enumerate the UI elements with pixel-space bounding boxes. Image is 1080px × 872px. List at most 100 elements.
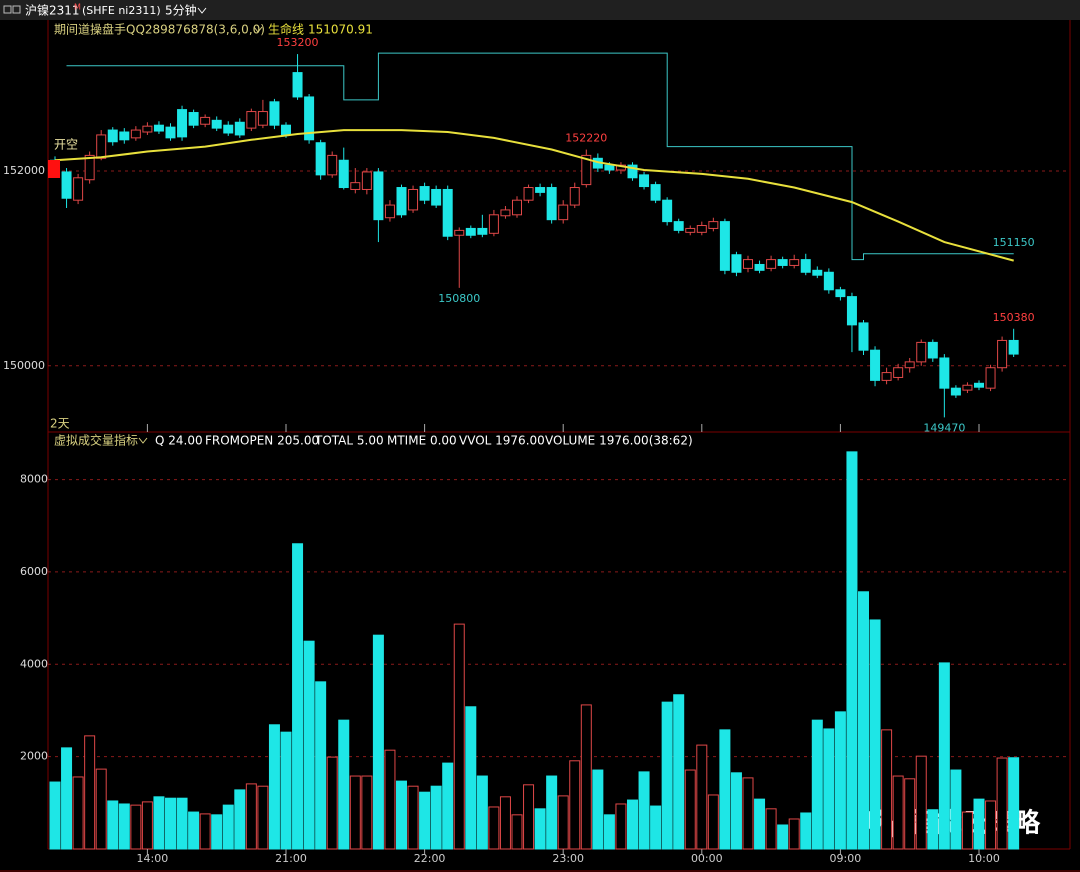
volume-bar bbox=[165, 797, 176, 850]
candle-body bbox=[696, 225, 707, 233]
candle-body bbox=[84, 154, 95, 181]
candle-body bbox=[281, 124, 291, 136]
candle-body bbox=[743, 259, 753, 269]
legend-item: MTIME 0.00 bbox=[387, 434, 457, 448]
volume-bar bbox=[904, 778, 916, 850]
candle-body bbox=[535, 187, 546, 193]
legend-item: VOLUME 1976.00(38:62) bbox=[545, 434, 693, 448]
volume-bar bbox=[719, 729, 731, 850]
period-dropdown[interactable] bbox=[197, 7, 207, 14]
candle-body bbox=[581, 154, 592, 186]
title-bar bbox=[0, 0, 1080, 20]
window-icon[interactable] bbox=[3, 5, 12, 14]
volume-bar bbox=[95, 768, 107, 850]
candle-body bbox=[789, 259, 800, 266]
y-tick-label: 4000 bbox=[20, 657, 48, 670]
volume-bar bbox=[661, 701, 673, 850]
volume-bar bbox=[361, 775, 373, 850]
volume-dropdown[interactable] bbox=[138, 437, 148, 444]
candle-body bbox=[523, 187, 534, 201]
candle-body bbox=[304, 96, 315, 141]
price-annotation: 149470 bbox=[923, 421, 965, 434]
legend-item: TOTAL 5.00 bbox=[314, 434, 384, 448]
candle-body bbox=[107, 129, 118, 143]
period[interactable]: 5分钟 bbox=[165, 3, 197, 18]
price-annotation: 153200 bbox=[277, 36, 319, 49]
candle-body bbox=[800, 259, 811, 273]
volume-bar bbox=[245, 783, 257, 850]
volume-bar bbox=[534, 808, 546, 850]
candle-body bbox=[997, 339, 1008, 369]
volume-bar bbox=[696, 744, 708, 850]
candle-body bbox=[893, 367, 904, 378]
indicator-dropdown[interactable] bbox=[253, 26, 263, 33]
candle-body bbox=[119, 131, 130, 141]
candle-body bbox=[327, 154, 338, 176]
volume-bar bbox=[222, 804, 234, 850]
legend-item: Q 24.00 bbox=[155, 434, 203, 448]
candle-body bbox=[558, 204, 569, 221]
y-tick-label: 152000 bbox=[3, 164, 45, 177]
price-annotation: 152220 bbox=[565, 132, 607, 145]
volume-bar bbox=[627, 799, 638, 850]
candle-body bbox=[477, 227, 488, 235]
volume-bar bbox=[130, 804, 142, 850]
volume-bar bbox=[442, 762, 454, 850]
candle-body bbox=[338, 159, 349, 189]
volume-bar bbox=[61, 747, 73, 850]
candle-body bbox=[292, 72, 303, 98]
volume-bar bbox=[315, 681, 327, 850]
candle-body bbox=[881, 372, 892, 381]
candle-body bbox=[685, 227, 696, 233]
candle-body bbox=[373, 171, 384, 221]
volume-bar bbox=[615, 803, 627, 850]
candle-body bbox=[662, 199, 673, 223]
candle-body bbox=[546, 187, 557, 221]
candle-body bbox=[350, 182, 361, 190]
legend-item: VVOL 1976.00 bbox=[459, 434, 545, 448]
candle-body bbox=[500, 209, 511, 217]
volume-bar bbox=[892, 775, 904, 850]
volume-bar bbox=[430, 785, 442, 850]
volume-bar bbox=[684, 769, 696, 850]
volume-bar bbox=[511, 814, 523, 850]
volume-bar bbox=[476, 775, 488, 850]
candle-body bbox=[974, 382, 984, 388]
candle-body bbox=[188, 112, 199, 126]
candle-body bbox=[165, 126, 176, 139]
candle-body bbox=[962, 384, 973, 391]
volume-bar bbox=[834, 711, 846, 850]
volume-bar bbox=[777, 824, 789, 850]
volume-bar bbox=[580, 704, 592, 850]
volume-bar bbox=[72, 776, 84, 850]
candle-body bbox=[719, 221, 730, 271]
candle-body bbox=[673, 221, 684, 231]
candle-body bbox=[384, 204, 395, 219]
x-tick-label: 23:00 bbox=[552, 852, 584, 865]
volume-bar bbox=[730, 772, 742, 850]
x-tick-label: 00:00 bbox=[691, 852, 723, 865]
volume-bar bbox=[638, 771, 650, 850]
volume-bar bbox=[384, 749, 396, 850]
candle-body bbox=[361, 171, 372, 190]
volume-bar bbox=[523, 784, 535, 850]
candle-body bbox=[442, 188, 453, 237]
window-icon[interactable] bbox=[12, 5, 21, 14]
volume-bar bbox=[650, 805, 662, 850]
candle-body bbox=[234, 121, 245, 136]
span-label: 2天 bbox=[50, 417, 70, 431]
volume-bar bbox=[107, 800, 119, 850]
volume-bar bbox=[453, 623, 465, 850]
volume-bar bbox=[153, 796, 165, 850]
candle-body bbox=[73, 177, 84, 201]
candle-body bbox=[835, 289, 846, 298]
volume-bar bbox=[499, 796, 511, 850]
volume-bar bbox=[985, 800, 997, 850]
volume-bar bbox=[199, 813, 211, 850]
volume-bar bbox=[141, 801, 153, 850]
volume-bar bbox=[996, 757, 1008, 850]
candle-body bbox=[766, 259, 777, 269]
volume-bar bbox=[488, 806, 500, 850]
